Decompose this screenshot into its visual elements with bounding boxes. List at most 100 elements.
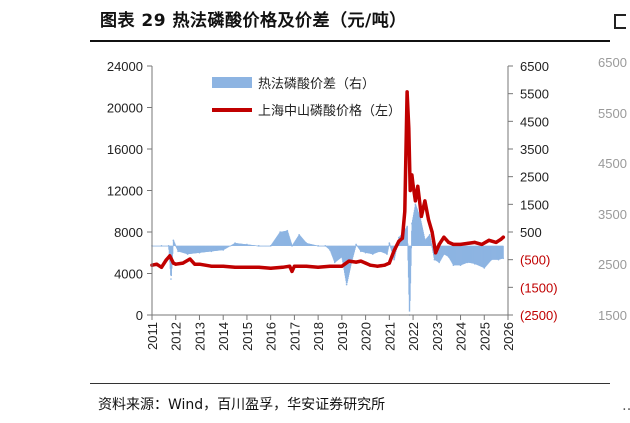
- spread-point: [466, 261, 469, 264]
- price-point: [426, 217, 431, 222]
- price-point: [245, 265, 249, 269]
- spread-point: [371, 253, 374, 255]
- x-tick-label: 2025: [477, 322, 492, 351]
- price-point: [392, 249, 396, 253]
- price-point: [434, 251, 438, 255]
- price-point: [340, 264, 344, 268]
- spread-point: [447, 256, 450, 258]
- spread-point: [291, 245, 293, 247]
- price-point: [419, 214, 423, 219]
- price-point: [359, 259, 363, 263]
- spread-point: [490, 258, 493, 261]
- price-point: [499, 237, 503, 241]
- spread-point: [198, 251, 201, 254]
- price-point: [292, 264, 296, 268]
- price-point: [174, 262, 178, 266]
- price-point: [233, 265, 237, 269]
- legend-swatch-spread: [212, 77, 252, 88]
- spread-point: [246, 243, 248, 246]
- right-tick-label: (1500): [520, 280, 558, 295]
- price-point: [501, 235, 505, 239]
- adjacent-figure-mark: [614, 14, 626, 29]
- right-tick-label: 3500: [520, 142, 549, 157]
- spread-point: [433, 258, 436, 261]
- spread-point: [333, 261, 336, 264]
- price-point: [290, 269, 294, 274]
- price-point: [188, 257, 192, 261]
- adjacent-chart-tick: 6500: [598, 55, 627, 70]
- spread-point: [258, 245, 260, 247]
- left-tick-label: 24000: [107, 59, 143, 74]
- price-point: [221, 264, 225, 268]
- x-tick-label: 2024: [454, 322, 469, 351]
- price-point: [364, 261, 368, 265]
- spread-point: [459, 264, 462, 267]
- price-point: [413, 199, 418, 203]
- spread-bar: [174, 244, 177, 246]
- price-point: [382, 263, 387, 267]
- spread-point: [438, 261, 440, 264]
- left-tick-label: 20000: [107, 101, 143, 116]
- spread-bar: [387, 245, 389, 250]
- x-tick-label: 2026: [501, 322, 516, 351]
- spread-bar: [172, 245, 174, 247]
- spread-bar: [389, 244, 391, 246]
- spread-point: [414, 203, 417, 206]
- spread-point: [360, 250, 362, 253]
- spread-point: [355, 243, 357, 246]
- price-point: [197, 262, 202, 266]
- x-tick-label: 2016: [264, 322, 279, 351]
- spread-point: [364, 251, 367, 254]
- price-point: [397, 239, 401, 243]
- spread-point: [234, 242, 236, 244]
- price-point: [159, 265, 164, 269]
- price-point: [269, 266, 273, 270]
- spread-point: [210, 250, 213, 253]
- spread-point: [279, 231, 281, 233]
- title-divider: [90, 40, 610, 42]
- spread-point: [172, 239, 175, 242]
- left-tick-label: 12000: [107, 184, 143, 199]
- price-point: [473, 240, 477, 244]
- source-note: 资料来源：Wind，百川盈孚，华安证券研究所: [98, 397, 386, 413]
- spread-bar: [229, 245, 232, 247]
- x-tick-label: 2015: [240, 322, 255, 351]
- x-tick-label: 2022: [406, 322, 421, 351]
- spread-point: [424, 239, 426, 242]
- price-point: [451, 242, 456, 247]
- price-point: [410, 173, 414, 177]
- spread-point: [502, 257, 505, 260]
- adjacent-chart-tick: 1500: [598, 307, 627, 323]
- spread-point: [186, 253, 189, 255]
- spread-point: [222, 249, 224, 251]
- spread-bar: [290, 243, 293, 246]
- adjacent-chart-tick: 2500: [598, 257, 627, 272]
- price-point: [442, 235, 446, 239]
- price-point: [328, 264, 332, 268]
- left-tick-label: 4000: [114, 267, 143, 282]
- left-tick-label: 8000: [114, 225, 143, 240]
- x-tick-label: 2017: [287, 322, 302, 351]
- spread-point: [393, 258, 395, 261]
- chart-title: 图表 29 热法磷酸价格及价差（元/吨）: [100, 11, 407, 31]
- spread-point: [160, 245, 163, 247]
- spread-bar: [410, 245, 412, 266]
- spread-point: [379, 250, 381, 253]
- price-point: [480, 242, 484, 247]
- price-point: [257, 265, 261, 269]
- price-point: [368, 263, 372, 267]
- spread-point: [443, 253, 445, 255]
- spread-bar: [355, 244, 358, 246]
- price-point: [209, 264, 213, 268]
- price-point: [155, 262, 159, 266]
- left-tick-label: 0: [136, 308, 143, 323]
- right-tick-label: 2500: [520, 170, 549, 185]
- spread-point: [305, 242, 308, 244]
- spread-bar: [354, 245, 357, 247]
- price-point: [400, 236, 404, 240]
- legend-label-spread: 热法磷酸价差（右）: [258, 77, 375, 92]
- price-point: [164, 258, 168, 262]
- price-point: [458, 242, 463, 247]
- spread-point: [428, 233, 431, 236]
